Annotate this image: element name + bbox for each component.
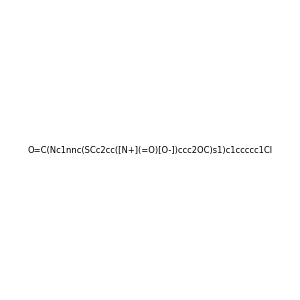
Text: O=C(Nc1nnc(SCc2cc([N+](=O)[O-])ccc2OC)s1)c1ccccc1Cl: O=C(Nc1nnc(SCc2cc([N+](=O)[O-])ccc2OC)s1…: [27, 146, 273, 154]
